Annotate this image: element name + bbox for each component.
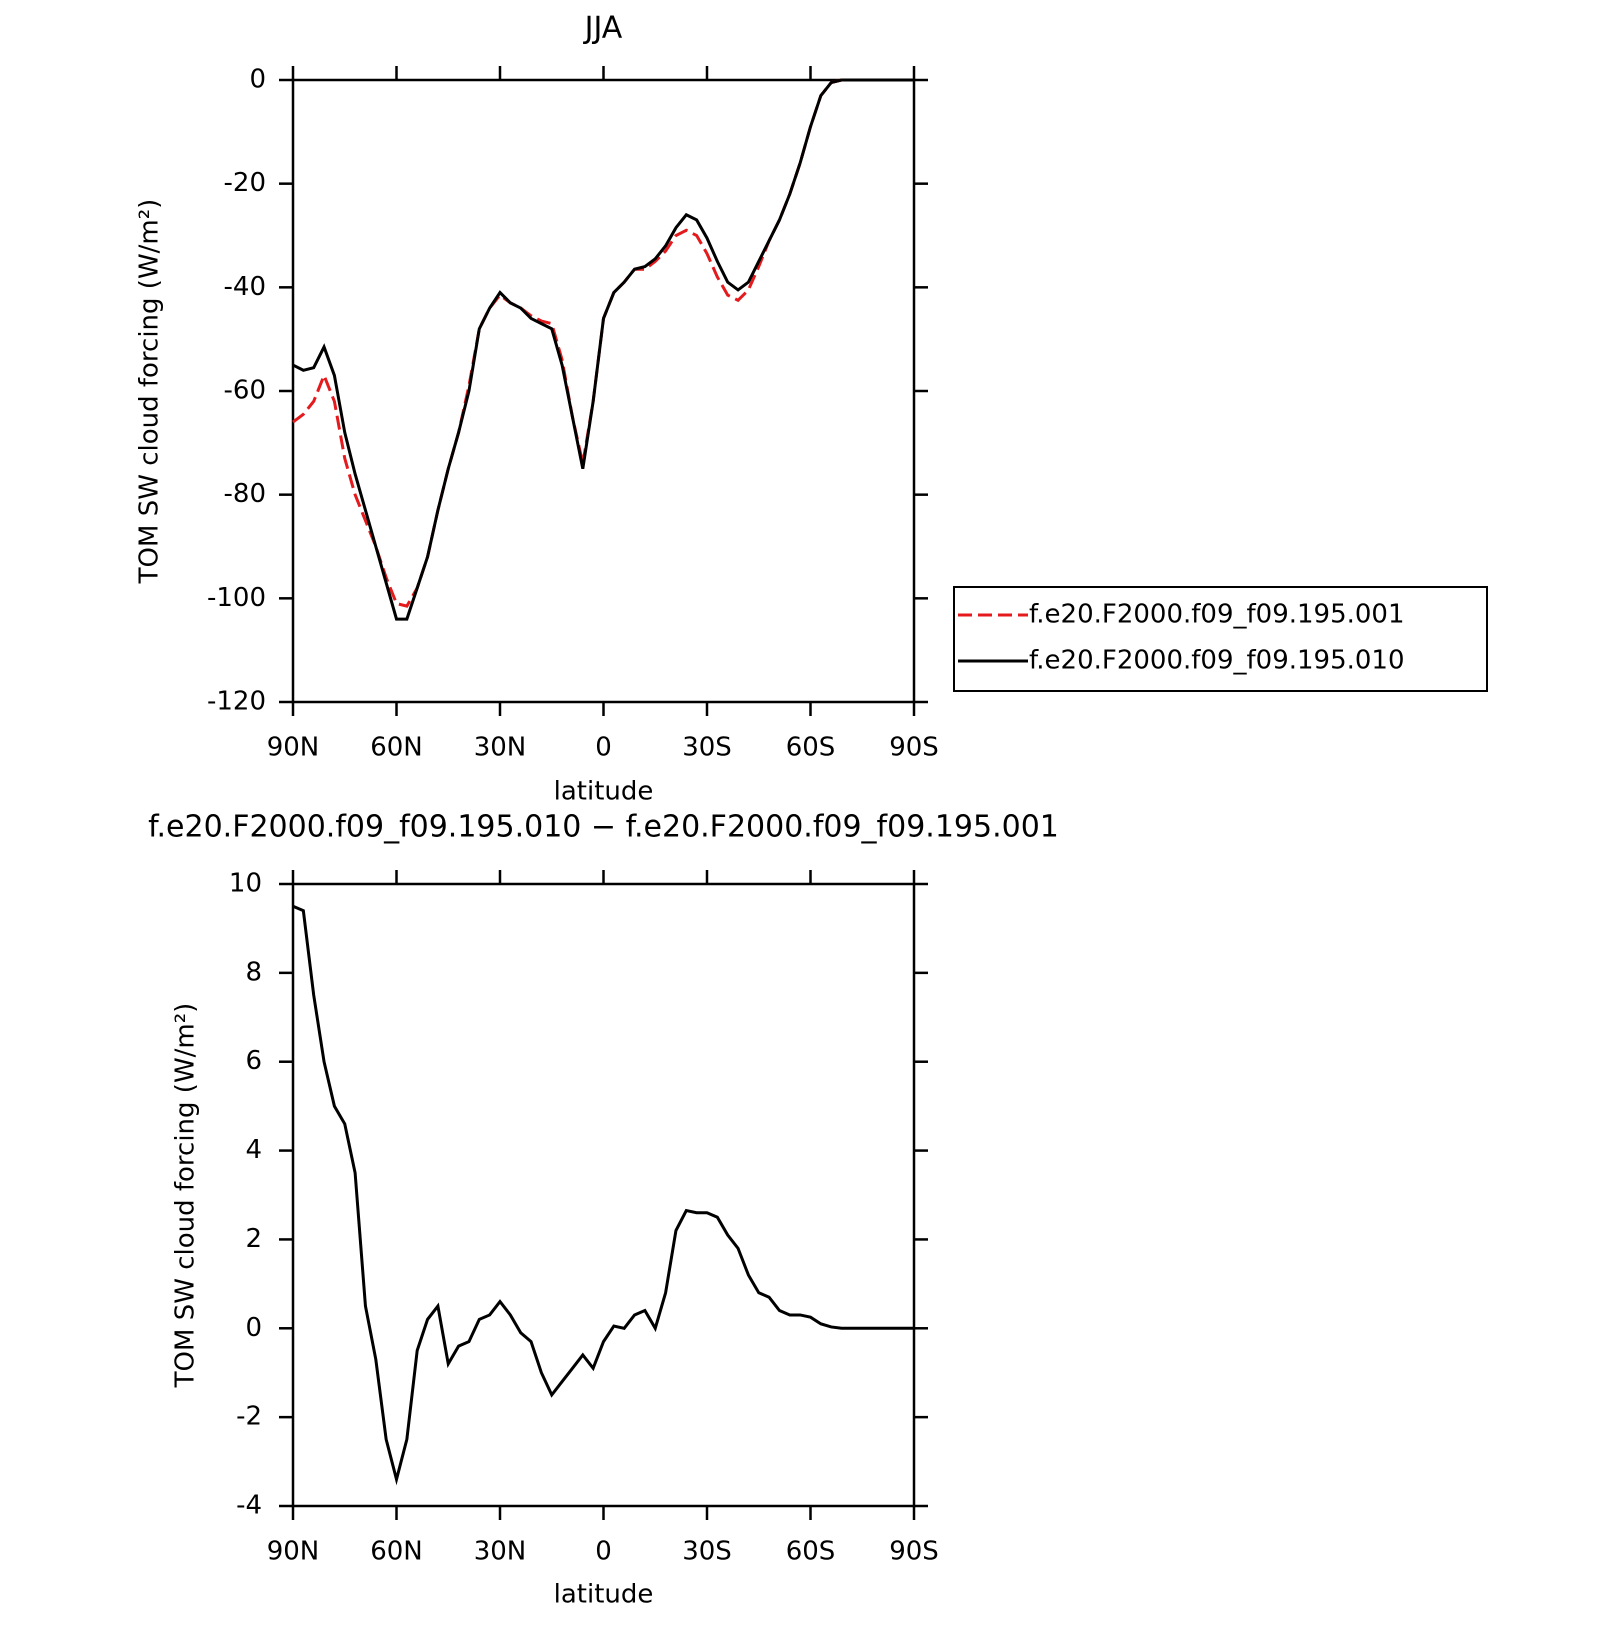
chart-title: JJA bbox=[583, 11, 623, 46]
x-tick-label: 30N bbox=[474, 1537, 527, 1567]
x-tick-label: 0 bbox=[595, 733, 612, 763]
y-tick-label: 10 bbox=[229, 869, 262, 899]
y-tick-label: 0 bbox=[249, 65, 266, 95]
y-tick-label: -20 bbox=[224, 168, 266, 198]
y-tick-label: 0 bbox=[245, 1313, 262, 1343]
x-tick-label: 60S bbox=[786, 733, 836, 763]
y-tick-label: -60 bbox=[224, 376, 266, 406]
x-tick-label: 0 bbox=[595, 1537, 612, 1567]
x-tick-label: 30N bbox=[474, 733, 527, 763]
y-axis-label: TOM SW cloud forcing (W/m²) bbox=[171, 1003, 201, 1389]
y-tick-label: -120 bbox=[207, 687, 266, 717]
data-line bbox=[292, 78, 914, 608]
legend-box bbox=[953, 586, 1488, 692]
x-axis-label: latitude bbox=[554, 1580, 654, 1610]
x-tick-label: 60N bbox=[370, 1537, 423, 1567]
y-tick-label: -80 bbox=[224, 479, 266, 509]
chart-title: f.e20.F2000.f09_f09.195.010 − f.e20.F200… bbox=[148, 810, 1059, 845]
legend-label: f.e20.F2000.f09_f09.195.001 bbox=[1029, 600, 1405, 630]
x-tick-label: 90N bbox=[267, 1537, 320, 1567]
x-tick-label: 90S bbox=[889, 1537, 939, 1567]
x-tick-label: 60S bbox=[786, 1537, 836, 1567]
y-tick-label: -100 bbox=[207, 583, 266, 613]
y-tick-label: -4 bbox=[236, 1491, 262, 1521]
x-tick-label: 90S bbox=[889, 733, 939, 763]
y-axis-label: TOM SW cloud forcing (W/m²) bbox=[135, 199, 165, 585]
x-axis-label: latitude bbox=[554, 777, 654, 807]
y-tick-label: 6 bbox=[245, 1046, 262, 1076]
x-tick-label: 90N bbox=[267, 733, 320, 763]
x-tick-label: 30S bbox=[682, 1537, 732, 1567]
y-tick-label: -2 bbox=[236, 1402, 262, 1432]
x-tick-label: 30S bbox=[682, 733, 732, 763]
data-line bbox=[292, 904, 914, 1486]
y-tick-label: 8 bbox=[245, 957, 262, 987]
legend-label: f.e20.F2000.f09_f09.195.010 bbox=[1029, 646, 1405, 676]
x-tick-label: 60N bbox=[370, 733, 423, 763]
plot-frame bbox=[291, 882, 916, 1508]
data-line bbox=[292, 78, 914, 621]
y-tick-label: 4 bbox=[245, 1135, 262, 1165]
y-tick-label: 2 bbox=[245, 1224, 262, 1254]
plot-frame bbox=[291, 78, 916, 704]
y-tick-label: -40 bbox=[224, 272, 266, 302]
